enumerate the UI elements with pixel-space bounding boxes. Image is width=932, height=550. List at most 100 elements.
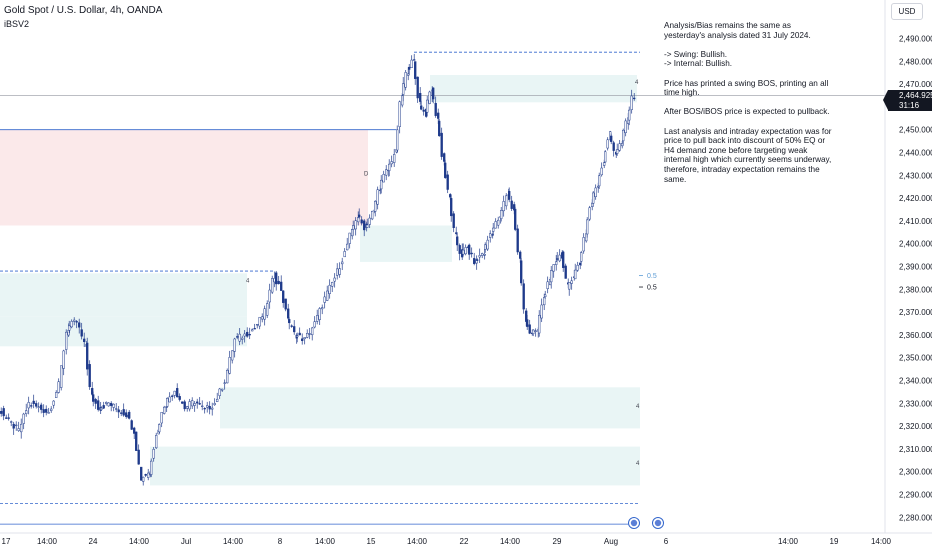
candle [223, 382, 226, 384]
candle [20, 423, 23, 433]
candle [277, 280, 280, 285]
zone-label: 4 [636, 461, 640, 467]
candle [612, 142, 615, 151]
candle [112, 403, 115, 408]
indicator-name[interactable]: iBSV2 [4, 19, 30, 29]
candle [410, 59, 413, 68]
candle [86, 342, 89, 370]
x-tick-label: 14:00 [315, 537, 336, 546]
candle [489, 233, 492, 238]
candle [110, 402, 113, 406]
candle [374, 201, 377, 212]
candle [592, 192, 595, 204]
candle [380, 179, 383, 190]
candle [428, 91, 431, 104]
demand-zone-3 [0, 273, 247, 317]
candle [5, 417, 8, 419]
candle [458, 245, 461, 254]
candle [196, 401, 199, 404]
candle [343, 251, 346, 258]
candle [236, 336, 239, 338]
candle [261, 316, 264, 320]
candle [348, 232, 351, 244]
candle [550, 270, 553, 283]
candle [253, 328, 256, 330]
candle [393, 154, 396, 163]
candle [80, 329, 83, 337]
current-price-tag: 2,464.925 31:16 [883, 90, 932, 111]
candle [284, 298, 287, 310]
y-tick-label: 2,450.000 [899, 126, 932, 135]
y-tick-label: 2,400.000 [899, 240, 932, 249]
candle [616, 149, 619, 154]
analysis-note: Analysis/Bias remains the same as yester… [664, 21, 834, 194]
candle [401, 95, 404, 106]
candle [68, 325, 71, 331]
candle [323, 296, 326, 303]
candle [152, 449, 155, 459]
y-tick-label: 2,420.000 [899, 194, 932, 203]
candle [464, 247, 467, 255]
candle [306, 332, 309, 338]
candle [591, 202, 594, 207]
candle [363, 220, 366, 231]
zone-label: 4 [246, 278, 250, 284]
candle [10, 421, 13, 423]
candle [546, 281, 549, 289]
candle [508, 191, 511, 200]
y-tick-label: 2,300.000 [899, 468, 932, 477]
fib-level-label: 0.5 [647, 273, 657, 280]
analysis-paragraph-bos: Price has printed a swing BOS, printing … [664, 78, 829, 98]
candle [532, 329, 535, 334]
candle [313, 321, 316, 328]
candle [100, 407, 103, 411]
y-tick-label: 2,480.000 [899, 57, 932, 66]
candle [582, 237, 585, 252]
candle [158, 424, 161, 433]
y-tick-label: 2,310.000 [899, 445, 932, 454]
x-tick-label: 14:00 [500, 537, 521, 546]
candle [610, 135, 613, 142]
candle [358, 214, 361, 218]
zone-label: D [364, 171, 369, 177]
zone-label: 4 [636, 404, 640, 410]
supply-zone-0 [0, 129, 368, 226]
candle [52, 400, 55, 406]
x-tick-label: 24 [89, 537, 98, 546]
candle [216, 398, 219, 402]
candle [630, 95, 633, 110]
candle [168, 396, 171, 403]
candle [326, 290, 329, 301]
economic-event-icon [652, 517, 664, 529]
candle [102, 405, 105, 409]
candle [75, 321, 78, 323]
candle [437, 112, 440, 119]
demand-zone-5 [220, 387, 640, 429]
symbol-title[interactable]: Gold Spot / U.S. Dollar, 4h, OANDA [4, 5, 163, 16]
candle [62, 350, 65, 369]
candle [117, 409, 120, 413]
x-tick-label: 14:00 [778, 537, 799, 546]
candle [288, 319, 291, 324]
candle [201, 405, 204, 407]
candle [419, 93, 422, 102]
candle [208, 406, 211, 410]
candle [497, 219, 500, 226]
candle [440, 132, 443, 157]
candle [413, 59, 416, 61]
candle [0, 411, 3, 414]
candle [354, 220, 357, 230]
candle [316, 315, 319, 322]
y-tick-label: 2,370.000 [899, 308, 932, 317]
y-tick-label: 2,440.000 [899, 149, 932, 158]
candle [416, 76, 419, 99]
candle [88, 364, 91, 388]
candle [271, 278, 274, 293]
candle [603, 162, 606, 166]
candle [275, 272, 278, 285]
candle [55, 392, 58, 398]
candle [338, 268, 341, 275]
currency-button[interactable]: USD [891, 3, 923, 20]
candle [534, 330, 537, 332]
